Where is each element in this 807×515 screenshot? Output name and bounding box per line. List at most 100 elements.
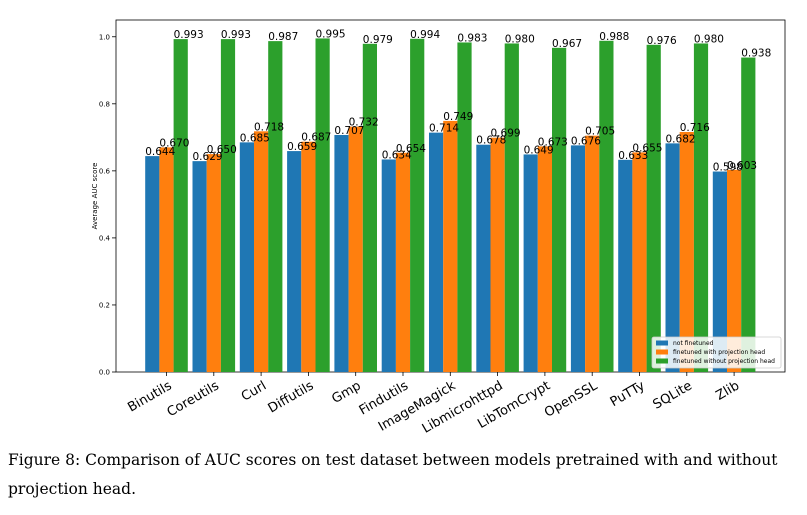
bars-layer bbox=[145, 38, 756, 373]
bar-findutils-series-2 bbox=[395, 152, 411, 372]
bar-binutils-series-2 bbox=[159, 147, 174, 372]
bar-curl-series-2 bbox=[254, 131, 269, 372]
legend: not finetuned finetuned with projection h… bbox=[651, 336, 782, 369]
data-label: 0.676 bbox=[571, 135, 601, 147]
data-label: 0.938 bbox=[741, 48, 771, 60]
data-label: 0.685 bbox=[240, 132, 270, 144]
x-tick-label: PuTTy bbox=[608, 378, 648, 410]
data-label: 0.673 bbox=[538, 136, 568, 148]
y-tick-label: 0.8 bbox=[99, 100, 110, 108]
data-label: 0.993 bbox=[174, 29, 204, 41]
data-label: 0.670 bbox=[159, 137, 189, 149]
bar-putty-series-3 bbox=[646, 44, 661, 372]
legend-label: finetuned without projection head bbox=[673, 358, 775, 365]
data-label: 0.603 bbox=[727, 160, 757, 172]
data-label: 0.967 bbox=[552, 38, 582, 50]
bar-diffutils-series-1 bbox=[287, 151, 302, 372]
x-tick-label: Libmicrohttpd bbox=[420, 378, 506, 436]
data-label: 0.598 bbox=[713, 162, 743, 174]
bar-coreutils-series-3 bbox=[220, 39, 236, 372]
data-label: 0.980 bbox=[505, 33, 535, 45]
bar-zlib-series-3 bbox=[741, 57, 756, 373]
y-tick-label: 0.2 bbox=[99, 301, 110, 309]
bar-libtomcrypt-series-3 bbox=[552, 47, 567, 372]
bar-coreutils-series-2 bbox=[206, 154, 221, 372]
x-tick-label: Diffutils bbox=[266, 378, 317, 416]
x-tick-label: Gmp bbox=[329, 378, 363, 406]
bar-gmp-series-3 bbox=[362, 43, 377, 372]
bar-binutils-series-1 bbox=[145, 156, 160, 372]
bar-libtomcrypt-series-1 bbox=[523, 154, 538, 372]
x-tick-label: SQLite bbox=[651, 378, 695, 412]
data-label: 0.655 bbox=[632, 142, 662, 154]
bar-imagemagick-series-1 bbox=[429, 132, 444, 372]
y-tick-label: 0.4 bbox=[99, 234, 111, 242]
bar-coreutils-series-1 bbox=[192, 161, 207, 372]
bar-openssl-series-2 bbox=[585, 135, 600, 372]
data-label: 0.633 bbox=[618, 150, 648, 162]
bar-imagemagick-series-3 bbox=[457, 42, 472, 373]
y-axis: 0.0 0.2 0.4 0.6 0.8 1.0 bbox=[99, 33, 116, 377]
data-label: 0.644 bbox=[145, 146, 175, 158]
bar-putty-series-2 bbox=[632, 152, 647, 372]
data-label: 0.994 bbox=[410, 29, 440, 41]
data-label: 0.682 bbox=[666, 133, 696, 145]
bar-zlib-series-1 bbox=[712, 171, 727, 372]
data-label: 0.716 bbox=[680, 122, 710, 134]
data-label: 0.987 bbox=[268, 31, 298, 43]
bar-libmicrohttpd-series-1 bbox=[476, 144, 491, 372]
bar-putty-series-1 bbox=[618, 159, 633, 372]
bar-gmp-series-1 bbox=[334, 134, 349, 372]
data-label: 0.659 bbox=[287, 141, 317, 153]
data-label: 0.983 bbox=[457, 32, 487, 44]
data-labels-layer: 0.644 0.629 0.685 0.659 0.707 0.634 0.714 0.678… bbox=[145, 28, 771, 173]
data-label: 0.650 bbox=[207, 144, 237, 156]
bar-sqlite-series-3 bbox=[693, 43, 709, 372]
legend-swatch bbox=[656, 340, 668, 346]
bar-libmicrohttpd-series-3 bbox=[504, 43, 519, 372]
bar-gmp-series-2 bbox=[348, 126, 363, 372]
bar-curl-series-3 bbox=[268, 41, 283, 373]
data-label: 0.976 bbox=[647, 35, 677, 47]
bar-findutils-series-3 bbox=[410, 38, 425, 372]
legend-label: finetuned with projection head bbox=[673, 349, 765, 356]
data-label: 0.993 bbox=[221, 29, 251, 41]
data-label: 0.654 bbox=[396, 143, 426, 155]
x-tick-label: Zlib bbox=[713, 378, 742, 403]
legend-label: not finetuned bbox=[673, 340, 714, 347]
bar-openssl-series-1 bbox=[570, 145, 586, 372]
bar-libmicrohttpd-series-2 bbox=[490, 137, 505, 372]
data-label: 0.678 bbox=[476, 135, 506, 147]
data-label: 0.980 bbox=[694, 33, 724, 45]
data-label: 0.699 bbox=[491, 128, 521, 140]
data-label: 0.718 bbox=[254, 121, 284, 133]
data-label: 0.988 bbox=[599, 31, 629, 43]
x-tick-label: Coreutils bbox=[165, 378, 222, 420]
x-tick-label: Curl bbox=[239, 378, 269, 404]
bar-openssl-series-3 bbox=[599, 40, 614, 373]
data-label: 0.749 bbox=[443, 111, 473, 123]
data-label: 0.732 bbox=[349, 117, 379, 129]
data-label: 0.979 bbox=[363, 34, 393, 46]
bar-libtomcrypt-series-2 bbox=[537, 146, 552, 372]
y-tick-label: 0.0 bbox=[99, 369, 110, 377]
data-label: 0.705 bbox=[585, 126, 615, 138]
x-tick-label: OpenSSL bbox=[542, 378, 601, 421]
data-label: 0.995 bbox=[316, 28, 346, 40]
data-label: 0.714 bbox=[429, 123, 459, 135]
data-label: 0.634 bbox=[382, 149, 412, 161]
bar-diffutils-series-3 bbox=[315, 38, 330, 372]
y-tick-label: 0.6 bbox=[99, 167, 111, 175]
data-label: 0.629 bbox=[193, 151, 223, 163]
legend-swatch bbox=[656, 358, 668, 364]
bar-imagemagick-series-2 bbox=[443, 120, 458, 372]
bar-sqlite-series-2 bbox=[679, 131, 694, 372]
bar-binutils-series-3 bbox=[173, 39, 188, 372]
bar-sqlite-series-1 bbox=[665, 143, 680, 372]
bar-curl-series-1 bbox=[239, 142, 254, 372]
legend-swatch bbox=[656, 349, 668, 355]
bar-zlib-series-2 bbox=[727, 169, 742, 372]
y-tick-label: 1.0 bbox=[99, 33, 110, 41]
bar-findutils-series-1 bbox=[381, 159, 396, 372]
